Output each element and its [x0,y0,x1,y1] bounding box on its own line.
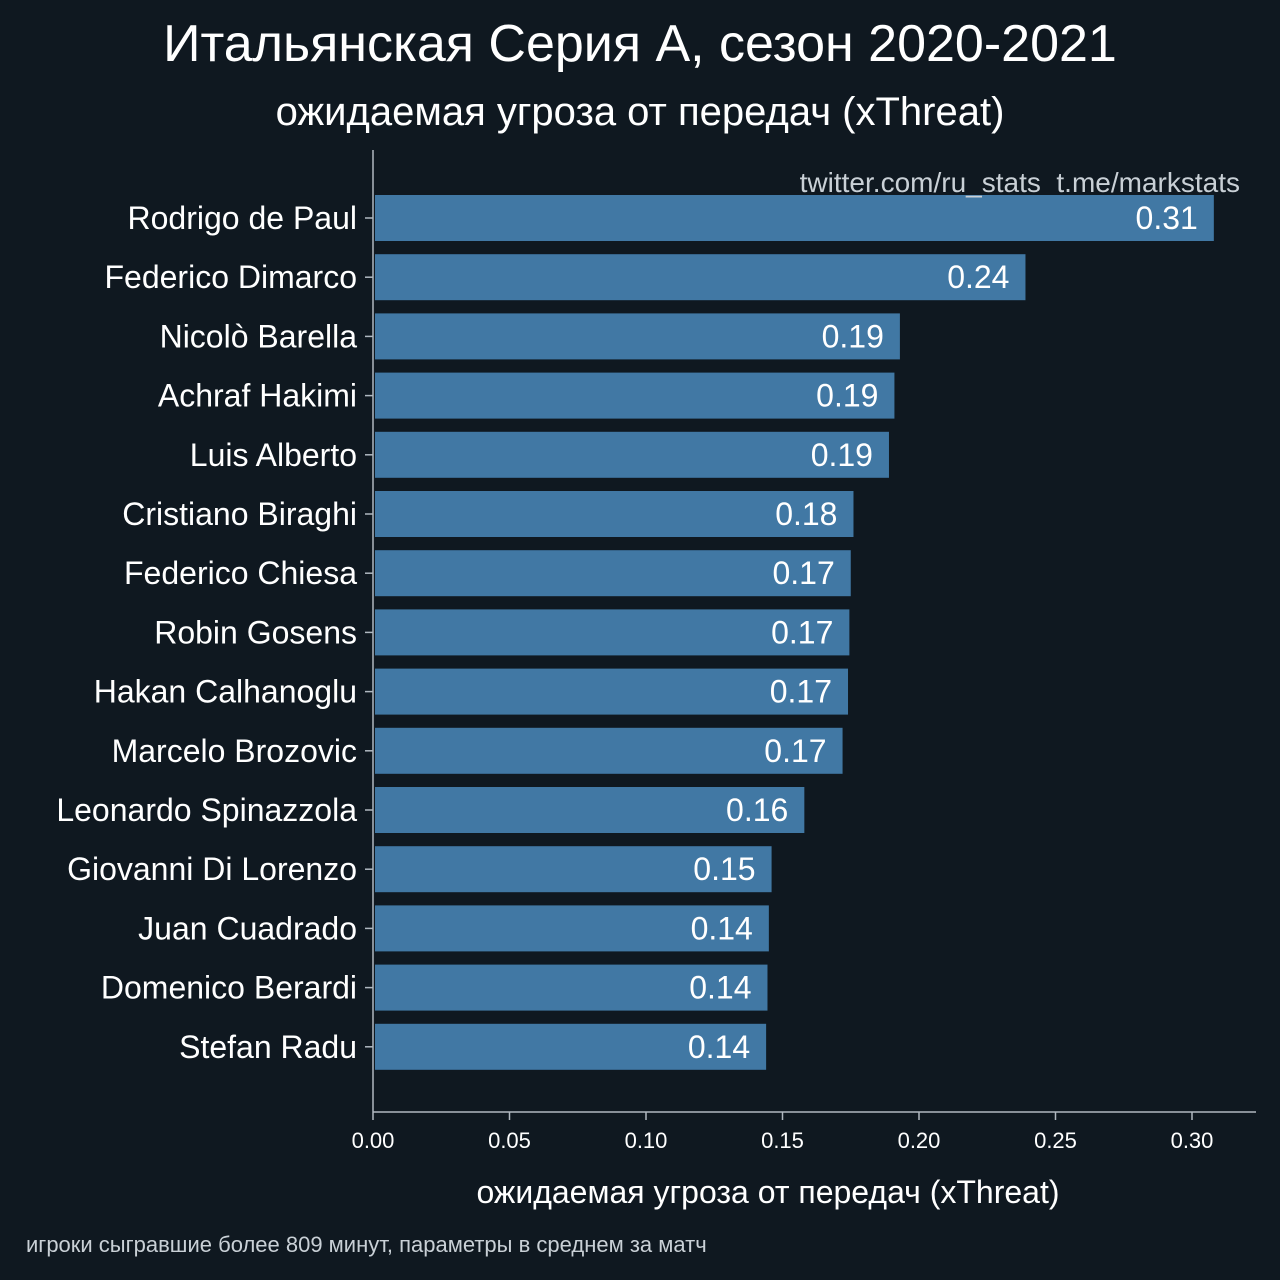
x-tick-label: 0.00 [352,1128,395,1153]
category-labels-group: Rodrigo de Paul Federico Dimarco Nicolò Ba… [56,200,373,1065]
bar-value-label: 0.17 [771,614,833,650]
bar [375,550,851,597]
category-label: Robin Gosens [154,614,357,650]
bar-value-label: 0.19 [816,378,878,414]
category-label: Luis Alberto [190,437,357,473]
bar-value-label: 0.14 [691,910,753,946]
x-axis-title: ожидаемая угроза от передач (xThreat) [476,1174,1059,1210]
bar [375,905,769,952]
bar [375,787,805,833]
category-label: Giovanni Di Lorenzo [67,851,357,887]
category-label: Stefan Radu [179,1029,357,1065]
category-label: Cristiano Biraghi [122,496,357,532]
bar [375,668,849,715]
bar [375,491,854,537]
x-tick-label: 0.25 [1034,1128,1077,1153]
x-tick-label: 0.10 [625,1128,668,1153]
category-label: Hakan Calhanoglu [94,674,357,710]
bar-value-label: 0.24 [947,259,1009,295]
category-label: Rodrigo de Paul [128,200,357,236]
bar-value-label: 0.17 [770,674,832,710]
watermark-text: twitter.com/ru_stats t.me/markstats [800,167,1240,198]
category-label: Nicolò Barella [160,318,358,354]
category-label: Domenico Berardi [101,970,357,1006]
category-label: Federico Dimarco [104,259,357,295]
bar [375,609,850,656]
chart-title: Итальянская Серия А, сезон 2020-2021 [163,15,1117,73]
bar [375,964,768,1011]
x-tick-label: 0.05 [488,1128,531,1153]
x-tick-label: 0.20 [898,1128,941,1153]
bar-value-label: 0.19 [822,318,884,354]
category-label: Marcelo Brozovic [112,733,357,769]
x-tick-label: 0.15 [761,1128,804,1153]
bar-value-label: 0.17 [772,555,834,591]
bar-value-label: 0.14 [688,1029,750,1065]
x-tick-label: 0.30 [1171,1128,1214,1153]
bar [375,372,895,419]
bar-value-label: 0.16 [726,792,788,828]
bar-value-label: 0.14 [689,970,751,1006]
bar [375,846,772,893]
bar [375,313,900,360]
bar [375,727,843,774]
chart-subtitle: ожидаемая угроза от передач (xThreat) [275,90,1005,134]
bar-value-label: 0.31 [1136,200,1198,236]
bars-group: 0.31 0.24 0.19 0.19 0.19 0.18 0.17 0.17 0.17 0.17… [375,195,1214,1070]
bar-value-label: 0.18 [775,496,837,532]
bar [375,195,1214,241]
footnote: игроки сыгравшие более 809 минут, параме… [26,1232,707,1257]
bar-value-label: 0.17 [764,733,826,769]
category-label: Leonardo Spinazzola [56,792,357,828]
category-label: Juan Cuadrado [138,910,357,946]
category-label: Achraf Hakimi [158,378,357,414]
category-label: Federico Chiesa [124,555,357,591]
bar [375,431,889,478]
bar [375,254,1026,301]
bar-value-label: 0.15 [693,851,755,887]
x-ticks-group: 0.00 0.05 0.10 0.15 0.20 0.25 0.30 [352,1112,1214,1153]
bar [375,1023,767,1070]
bar-value-label: 0.19 [811,437,873,473]
